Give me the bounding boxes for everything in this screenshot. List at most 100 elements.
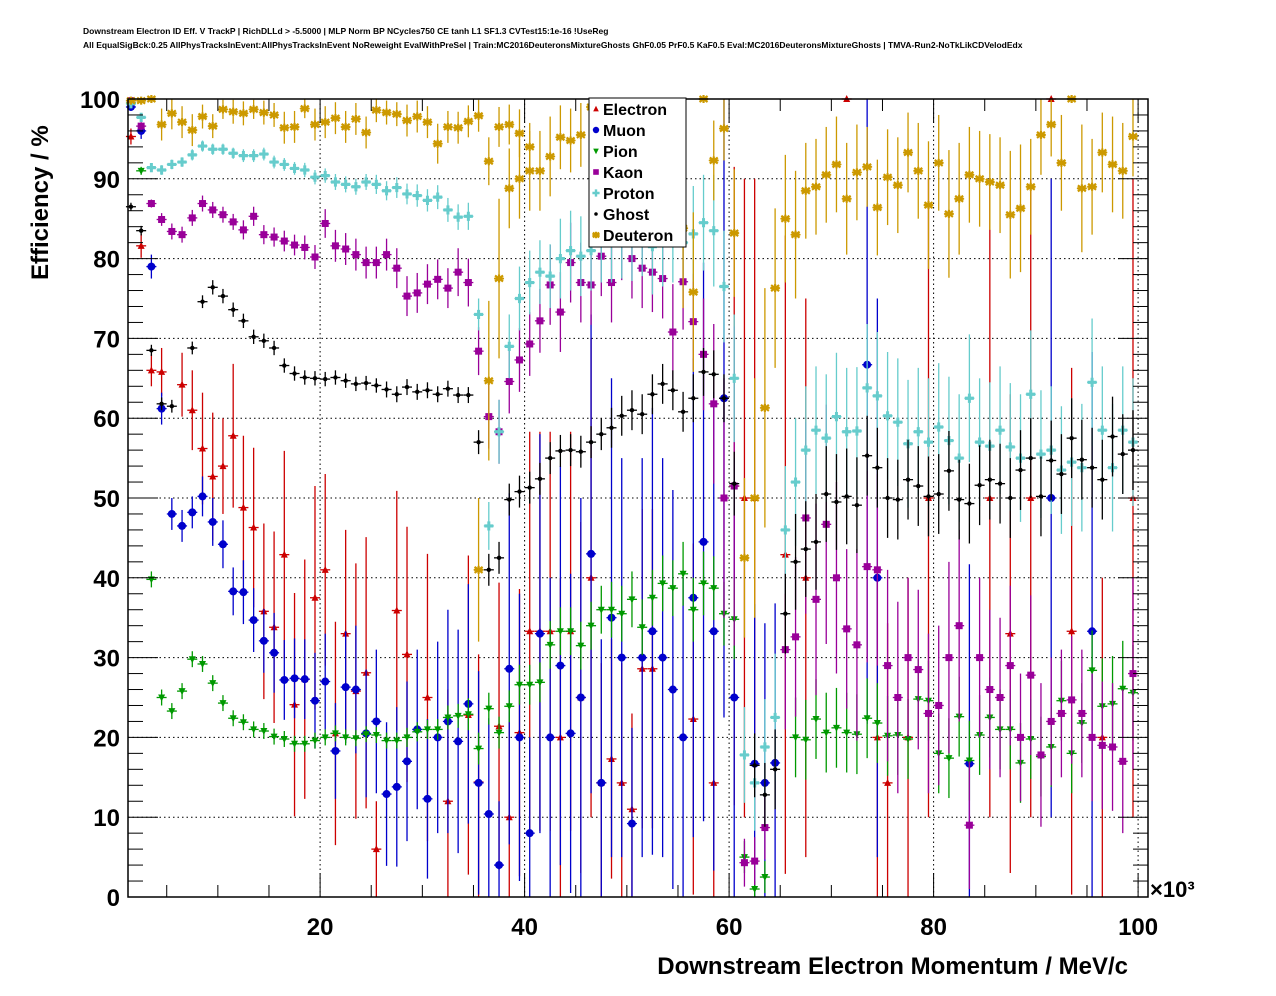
data-point bbox=[954, 453, 964, 463]
data-point bbox=[884, 778, 892, 786]
data-point bbox=[1109, 743, 1117, 751]
data-point bbox=[1129, 670, 1137, 678]
data-point bbox=[1046, 120, 1056, 129]
data-point bbox=[1026, 182, 1036, 191]
data-point bbox=[1097, 425, 1107, 435]
data-point bbox=[558, 448, 563, 454]
data-point bbox=[965, 821, 973, 829]
data-point bbox=[862, 383, 872, 393]
data-point bbox=[505, 377, 513, 385]
data-point bbox=[535, 166, 545, 175]
data-point bbox=[576, 693, 585, 702]
data-point bbox=[300, 104, 310, 113]
data-point bbox=[648, 627, 657, 636]
data-point bbox=[507, 497, 512, 502]
data-point bbox=[1017, 733, 1025, 741]
data-point bbox=[434, 275, 442, 283]
data-point bbox=[168, 708, 176, 716]
data-point bbox=[351, 182, 361, 192]
data-point bbox=[730, 693, 739, 702]
data-point bbox=[167, 509, 176, 518]
data-point bbox=[576, 130, 586, 139]
data-point bbox=[527, 485, 532, 490]
data-point bbox=[464, 711, 472, 719]
data-point bbox=[126, 96, 136, 105]
data-point bbox=[1068, 627, 1076, 635]
data-point bbox=[903, 148, 913, 157]
data-point bbox=[568, 447, 573, 453]
legend-label-proton: Proton bbox=[603, 186, 655, 203]
data-point bbox=[251, 334, 256, 340]
data-point bbox=[679, 733, 688, 742]
data-point bbox=[300, 675, 309, 684]
data-point bbox=[383, 251, 391, 259]
data-point bbox=[1087, 182, 1097, 191]
data-point bbox=[517, 489, 522, 494]
data-point bbox=[371, 179, 381, 189]
data-point bbox=[260, 231, 268, 239]
legend-label-pion: Pion bbox=[603, 144, 638, 161]
x-tick-label: 80 bbox=[920, 914, 947, 941]
data-point bbox=[1118, 166, 1128, 175]
data-point bbox=[565, 136, 576, 145]
data-point bbox=[1028, 455, 1033, 461]
data-point bbox=[199, 444, 207, 452]
data-point bbox=[443, 122, 453, 131]
data-point bbox=[494, 122, 504, 131]
data-point bbox=[711, 372, 716, 377]
data-point bbox=[209, 472, 217, 480]
data-point bbox=[905, 477, 911, 482]
data-point bbox=[955, 622, 963, 630]
data-point bbox=[393, 264, 401, 272]
data-point bbox=[137, 167, 145, 175]
data-point bbox=[209, 206, 217, 214]
data-point bbox=[761, 874, 769, 882]
data-point bbox=[158, 694, 166, 702]
data-point bbox=[310, 696, 319, 705]
data-point bbox=[158, 367, 166, 375]
data-point bbox=[536, 679, 544, 687]
data-point bbox=[586, 246, 596, 256]
data-point bbox=[750, 494, 760, 502]
data-point bbox=[229, 715, 237, 723]
data-point bbox=[689, 606, 697, 614]
data-point bbox=[934, 422, 944, 432]
data-point bbox=[415, 389, 420, 395]
data-point bbox=[627, 819, 636, 828]
data-point bbox=[852, 168, 862, 177]
data-point bbox=[709, 627, 718, 636]
data-point bbox=[669, 328, 677, 336]
data-point bbox=[1087, 377, 1097, 387]
data-point bbox=[403, 292, 411, 300]
data-point bbox=[832, 574, 840, 582]
data-point bbox=[893, 181, 903, 190]
data-point bbox=[882, 173, 893, 182]
data-point bbox=[352, 735, 360, 743]
data-point bbox=[977, 483, 982, 488]
data-point bbox=[147, 262, 156, 271]
data-point bbox=[1089, 465, 1095, 470]
data-point bbox=[1036, 130, 1046, 139]
legend-marker-pion bbox=[593, 148, 599, 155]
data-point bbox=[967, 501, 972, 506]
data-point bbox=[504, 184, 514, 193]
data-point bbox=[412, 190, 422, 201]
data-point bbox=[178, 231, 186, 239]
data-point bbox=[209, 680, 217, 688]
y-tick-label: 40 bbox=[93, 566, 120, 593]
data-point bbox=[238, 151, 248, 161]
y-tick-label: 80 bbox=[93, 247, 120, 274]
data-point bbox=[351, 114, 361, 123]
data-point bbox=[923, 437, 933, 447]
data-point bbox=[138, 228, 144, 233]
data-point bbox=[476, 439, 481, 445]
data-point bbox=[248, 105, 259, 114]
data-point bbox=[289, 122, 300, 131]
data-point bbox=[668, 685, 677, 694]
data-point bbox=[241, 318, 246, 324]
data-point bbox=[270, 733, 278, 741]
y-tick-label: 0 bbox=[107, 885, 120, 912]
data-point bbox=[473, 565, 484, 574]
data-point bbox=[648, 594, 656, 602]
data-point bbox=[341, 683, 350, 692]
